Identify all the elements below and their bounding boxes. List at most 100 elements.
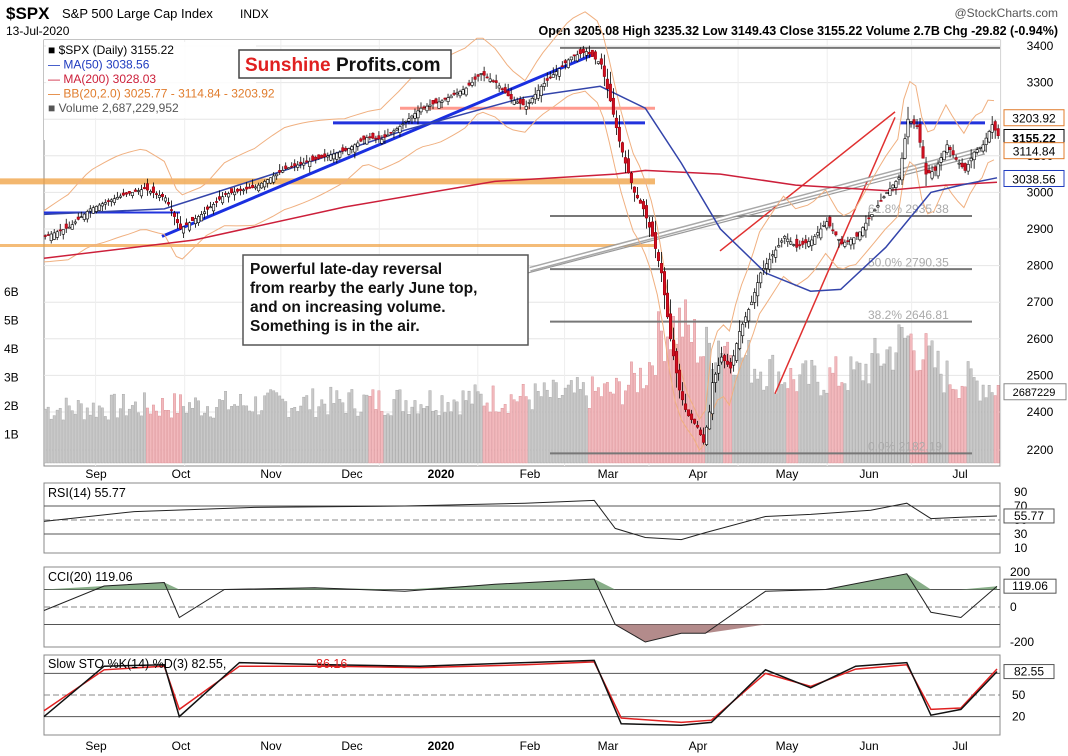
candle-down [798,244,802,247]
red-trendline [774,117,896,394]
price-badge: 3114.84 [1013,145,1056,159]
volume-bar [152,404,155,464]
volume-bar [371,389,375,464]
candle-down [58,229,62,232]
candle-down [653,232,657,249]
candle-up [85,211,89,220]
volume-bar [840,382,844,464]
volume-bar [91,402,95,464]
volume-bar [82,419,86,464]
volume-bar [115,417,119,464]
volume-bar [651,365,654,464]
candle-down [921,146,925,159]
candle-up [512,100,516,105]
volume-bar [663,361,666,464]
volume-bar [485,402,489,464]
volume-bar [524,396,528,464]
volume-bar [639,367,642,464]
volume-bar [714,362,718,464]
candle-down [236,188,240,192]
volume-tick-label: 3B [4,371,19,385]
volume-bar [413,400,417,464]
price-tick-label: 3000 [1027,185,1054,199]
candle-up [530,98,534,104]
candle-up [551,74,555,78]
volume-bar [341,402,345,464]
fib-level-label: 0.0% 2182.19 [868,439,942,453]
gray-channel-line [524,153,986,275]
bollinger-upper [43,11,995,421]
volume-bar [263,395,267,464]
source-label: @StockCharts.com [954,6,1058,20]
volume-bar [624,390,627,464]
volume-bar [888,346,892,464]
volume-bar [350,389,354,464]
volume-bar [990,392,994,464]
candle-down [239,188,243,191]
candle-down [278,170,282,173]
volume-bar [320,399,324,464]
bottom-x-axis-label: Mar [598,739,619,753]
volume-bar [633,372,636,464]
rsi-tick: 10 [1014,541,1028,555]
volume-bar [203,412,206,464]
candle-up [705,426,709,445]
candle-up [437,101,441,109]
volume-bar [97,405,101,464]
volume-bar [136,412,140,464]
volume-bar [179,394,182,464]
candle-up [939,157,943,163]
volume-bar [215,407,218,464]
cci-tick: -200 [1010,635,1034,649]
candle-up [181,226,185,234]
candle-down [506,90,510,97]
volume-bar [699,356,702,464]
candle-down [828,216,832,227]
annotation-callout: Powerful late-day reversal from rearby th… [242,254,529,346]
candle-down [320,154,324,158]
candle-up [536,89,540,99]
volume-bar [666,336,669,464]
candle-up [455,92,459,95]
volume-bar [278,395,282,464]
legend-entry: — MA(200) 3028.03 [48,72,156,86]
candle-up [596,61,600,64]
candle-down [172,212,176,217]
volume-bar [759,371,763,464]
cci-line [43,573,998,643]
volume-bar [861,380,865,464]
volume-bar [167,410,170,464]
volume-bar [64,397,68,464]
candle-up [163,197,167,202]
candle-up [756,282,760,297]
volume-bar [121,394,125,464]
ma200-line [43,169,998,260]
volume-bar [789,368,793,464]
volume-bar [302,396,306,464]
volume-bar [155,410,158,464]
volume-bar [272,390,276,464]
candle-down [482,71,486,76]
candle-down [867,217,871,220]
volume-bar [771,354,775,464]
candle-up [356,142,360,147]
volume-bar [46,406,50,464]
volume-bar [669,349,672,464]
volume-bar [140,415,143,464]
volume-bar [810,359,814,464]
volume-bar [768,359,772,464]
volume-bar [843,383,847,464]
volume-bar [630,361,633,464]
sto-badge: 82.55 [1014,665,1044,679]
candle-up [100,203,104,207]
volume-bar [984,397,988,464]
candle-up [897,177,901,180]
volume-bar [618,381,621,464]
volume-bar [828,367,832,464]
volume-bar [530,409,534,464]
candle-up [753,292,757,303]
candle-up [936,163,940,177]
candle-up [813,236,817,245]
volume-bar [55,409,59,464]
volume-bar [563,387,567,464]
